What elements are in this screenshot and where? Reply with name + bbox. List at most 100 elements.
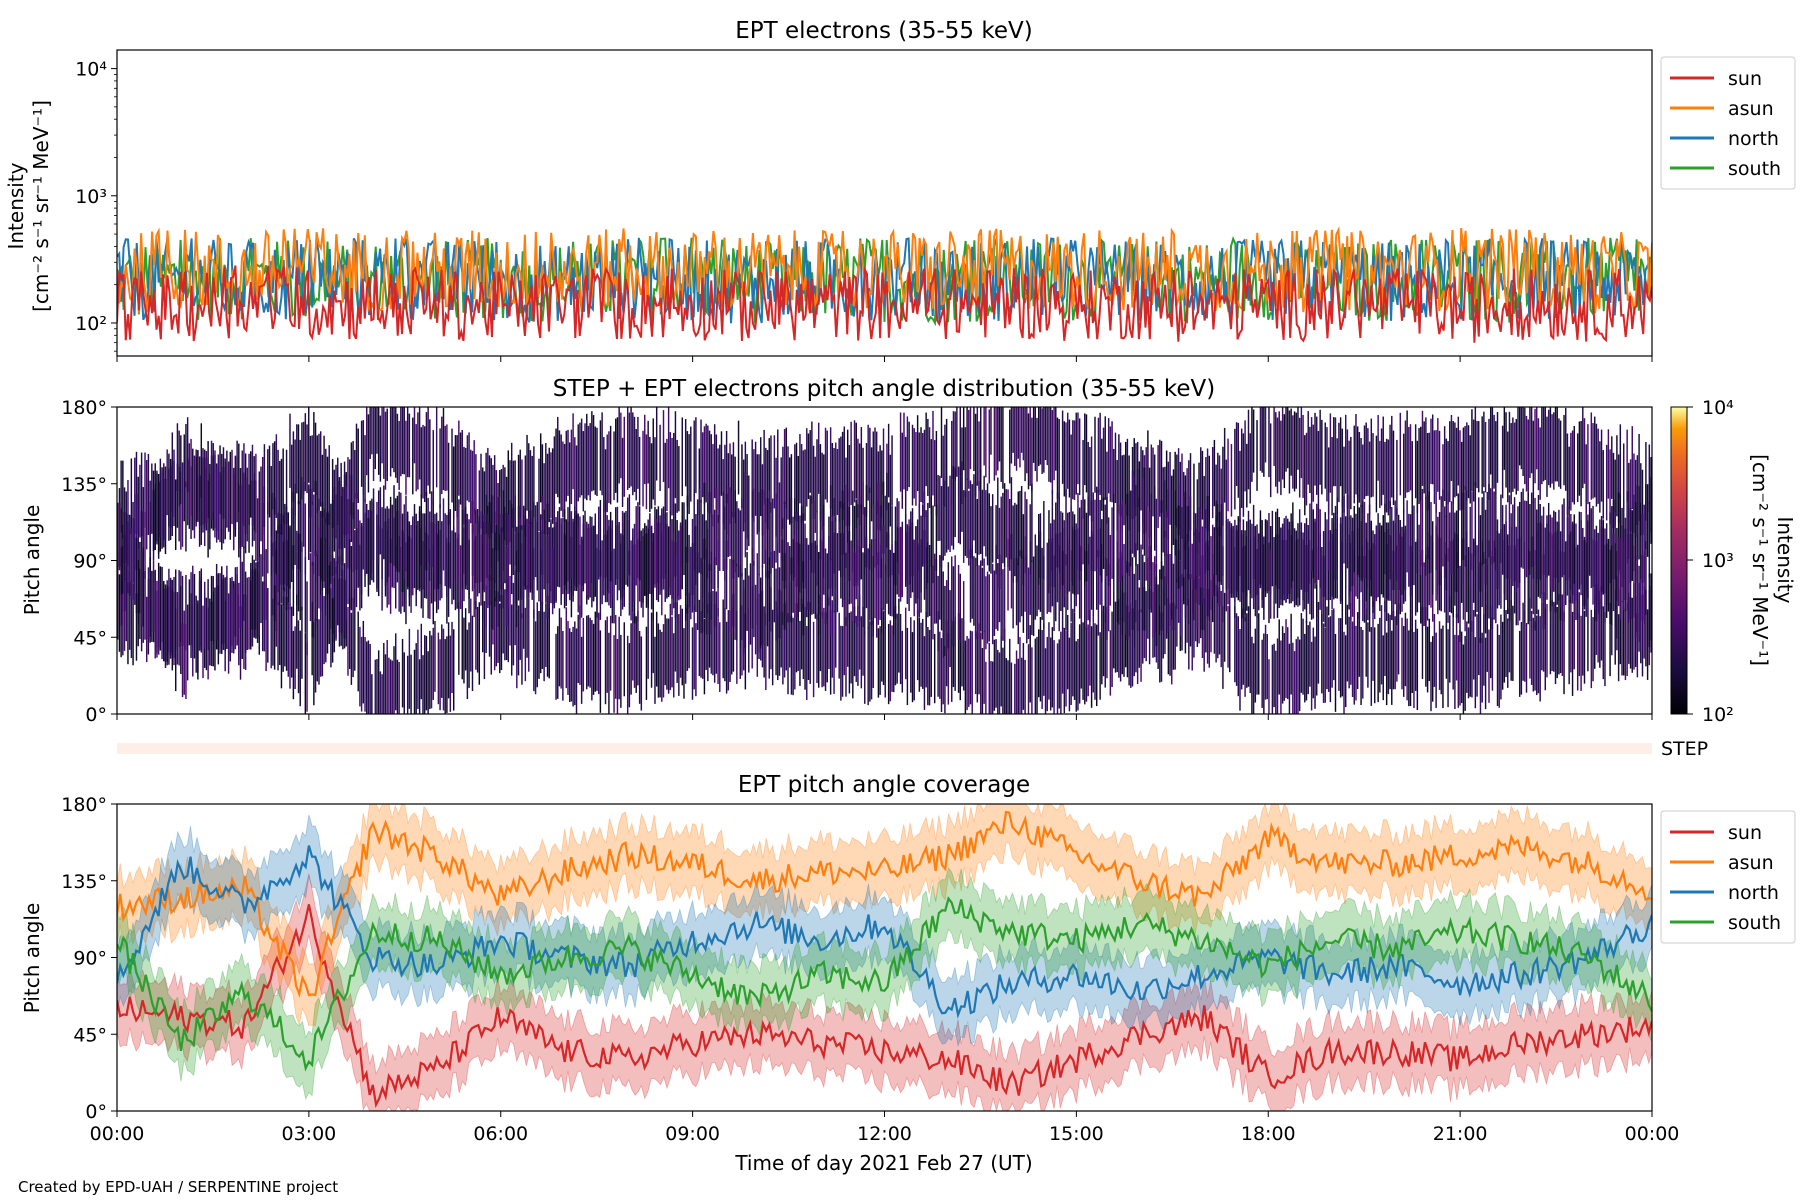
heatmap-cell <box>1304 633 1306 703</box>
heatmap-cell <box>142 547 145 627</box>
heatmap-cell <box>925 510 927 590</box>
heatmap-cell <box>577 424 579 502</box>
heatmap-cell <box>446 636 448 713</box>
heatmap-cell <box>669 523 672 596</box>
heatmap-cell <box>1367 622 1369 688</box>
heatmap-cell <box>408 521 411 598</box>
heatmap-cell <box>1372 600 1374 681</box>
heatmap-cell <box>1501 621 1504 690</box>
heatmap-cell <box>1425 497 1427 576</box>
heatmap-cell <box>214 587 216 671</box>
heatmap-cell <box>1500 529 1502 609</box>
colorbar-tick-label-100: 10² <box>1702 704 1734 726</box>
heatmap-cell <box>316 554 318 630</box>
heatmap-cell <box>575 445 578 518</box>
heatmap-cell <box>1017 407 1019 459</box>
heatmap-cell <box>1309 621 1311 687</box>
heatmap-cell <box>916 519 919 599</box>
heatmap-cell <box>1000 407 1002 482</box>
heatmap-cell <box>864 507 866 576</box>
heatmap-cell <box>1426 626 1429 693</box>
heatmap-cell <box>896 526 898 595</box>
heatmap-cell <box>732 593 735 672</box>
heatmap-cell <box>1510 513 1512 595</box>
heatmap-cell <box>1017 562 1019 645</box>
heatmap-cell <box>326 511 329 579</box>
heatmap-cell <box>572 413 574 490</box>
heatmap-cell <box>777 474 779 556</box>
heatmap-cell <box>1638 565 1640 643</box>
heatmap-cell <box>1421 549 1424 627</box>
heatmap-cell <box>238 582 240 660</box>
heatmap-cell <box>1172 469 1175 546</box>
heatmap-cell <box>1176 508 1178 583</box>
heatmap-cell <box>296 530 298 606</box>
heatmap-cell <box>855 615 857 682</box>
heatmap-cell <box>1324 627 1326 703</box>
heatmap-cell <box>461 429 463 512</box>
heatmap-cell <box>836 533 839 613</box>
heatmap-cell <box>410 654 412 714</box>
heatmap-cell <box>531 455 533 529</box>
heatmap-cell <box>1530 610 1533 685</box>
heatmap-cell <box>891 625 893 692</box>
heatmap-cell <box>1454 422 1456 498</box>
heatmap-cell <box>647 598 649 679</box>
panel2-ylabel: Pitch angle <box>20 505 44 616</box>
heatmap-cell <box>1275 511 1277 586</box>
heatmap-cell <box>1452 487 1454 571</box>
heatmap-cell <box>1640 463 1642 537</box>
heatmap-cell <box>413 504 416 589</box>
heatmap-cell <box>1554 511 1557 578</box>
heatmap-cell <box>1394 500 1396 577</box>
heatmap-cell <box>998 507 1001 589</box>
heatmap-cell <box>954 616 956 691</box>
heatmap-cell <box>814 540 817 619</box>
heatmap-cell <box>1321 613 1323 694</box>
heatmap-cell <box>751 490 753 562</box>
heatmap-cell <box>1292 415 1294 489</box>
heatmap-cell <box>846 542 849 621</box>
heatmap-cell <box>915 432 917 506</box>
heatmap-cell <box>1258 613 1260 695</box>
heatmap-cell <box>1043 500 1045 580</box>
heatmap-cell <box>1561 504 1564 578</box>
heatmap-cell <box>727 486 730 557</box>
heatmap-cell <box>1466 621 1468 693</box>
heatmap-cell <box>1452 421 1454 505</box>
heatmap-cell <box>502 581 504 654</box>
heatmap-cell <box>1449 615 1451 683</box>
heatmap-cell <box>398 662 400 714</box>
heatmap-cell <box>945 418 948 486</box>
heatmap-cell <box>417 412 419 490</box>
heatmap-cell <box>558 507 561 588</box>
heatmap-cell <box>241 561 243 627</box>
heatmap-cell <box>313 412 315 493</box>
heatmap-cell <box>1518 407 1521 466</box>
heatmap-cell <box>468 539 470 614</box>
heatmap-cell <box>1061 410 1064 484</box>
heatmap-cell <box>311 601 313 676</box>
heatmap-cell <box>1312 627 1315 699</box>
heatmap-cell <box>933 553 936 624</box>
heatmap-cell <box>1210 579 1212 653</box>
heatmap-cell <box>655 519 658 601</box>
heatmap-cell <box>255 453 257 534</box>
heatmap-cell <box>1503 609 1506 683</box>
heatmap-cell <box>1437 516 1439 595</box>
heatmap-cell <box>366 641 368 714</box>
heatmap-cell <box>616 638 619 714</box>
heatmap-cell <box>920 515 922 593</box>
heatmap-cell <box>749 563 752 645</box>
heatmap-cell <box>1379 617 1381 693</box>
heatmap-cell <box>304 503 307 575</box>
heatmap-cell <box>325 448 327 523</box>
heatmap-cell <box>1597 536 1599 615</box>
colorbar-label-line1: Intensity <box>1773 516 1797 603</box>
heatmap-cell <box>840 625 842 701</box>
heatmap-cell <box>197 450 199 520</box>
heatmap-cell <box>1493 540 1495 620</box>
heatmap-cell <box>846 489 849 553</box>
heatmap-cell <box>927 627 929 706</box>
heatmap-cell <box>219 573 221 654</box>
